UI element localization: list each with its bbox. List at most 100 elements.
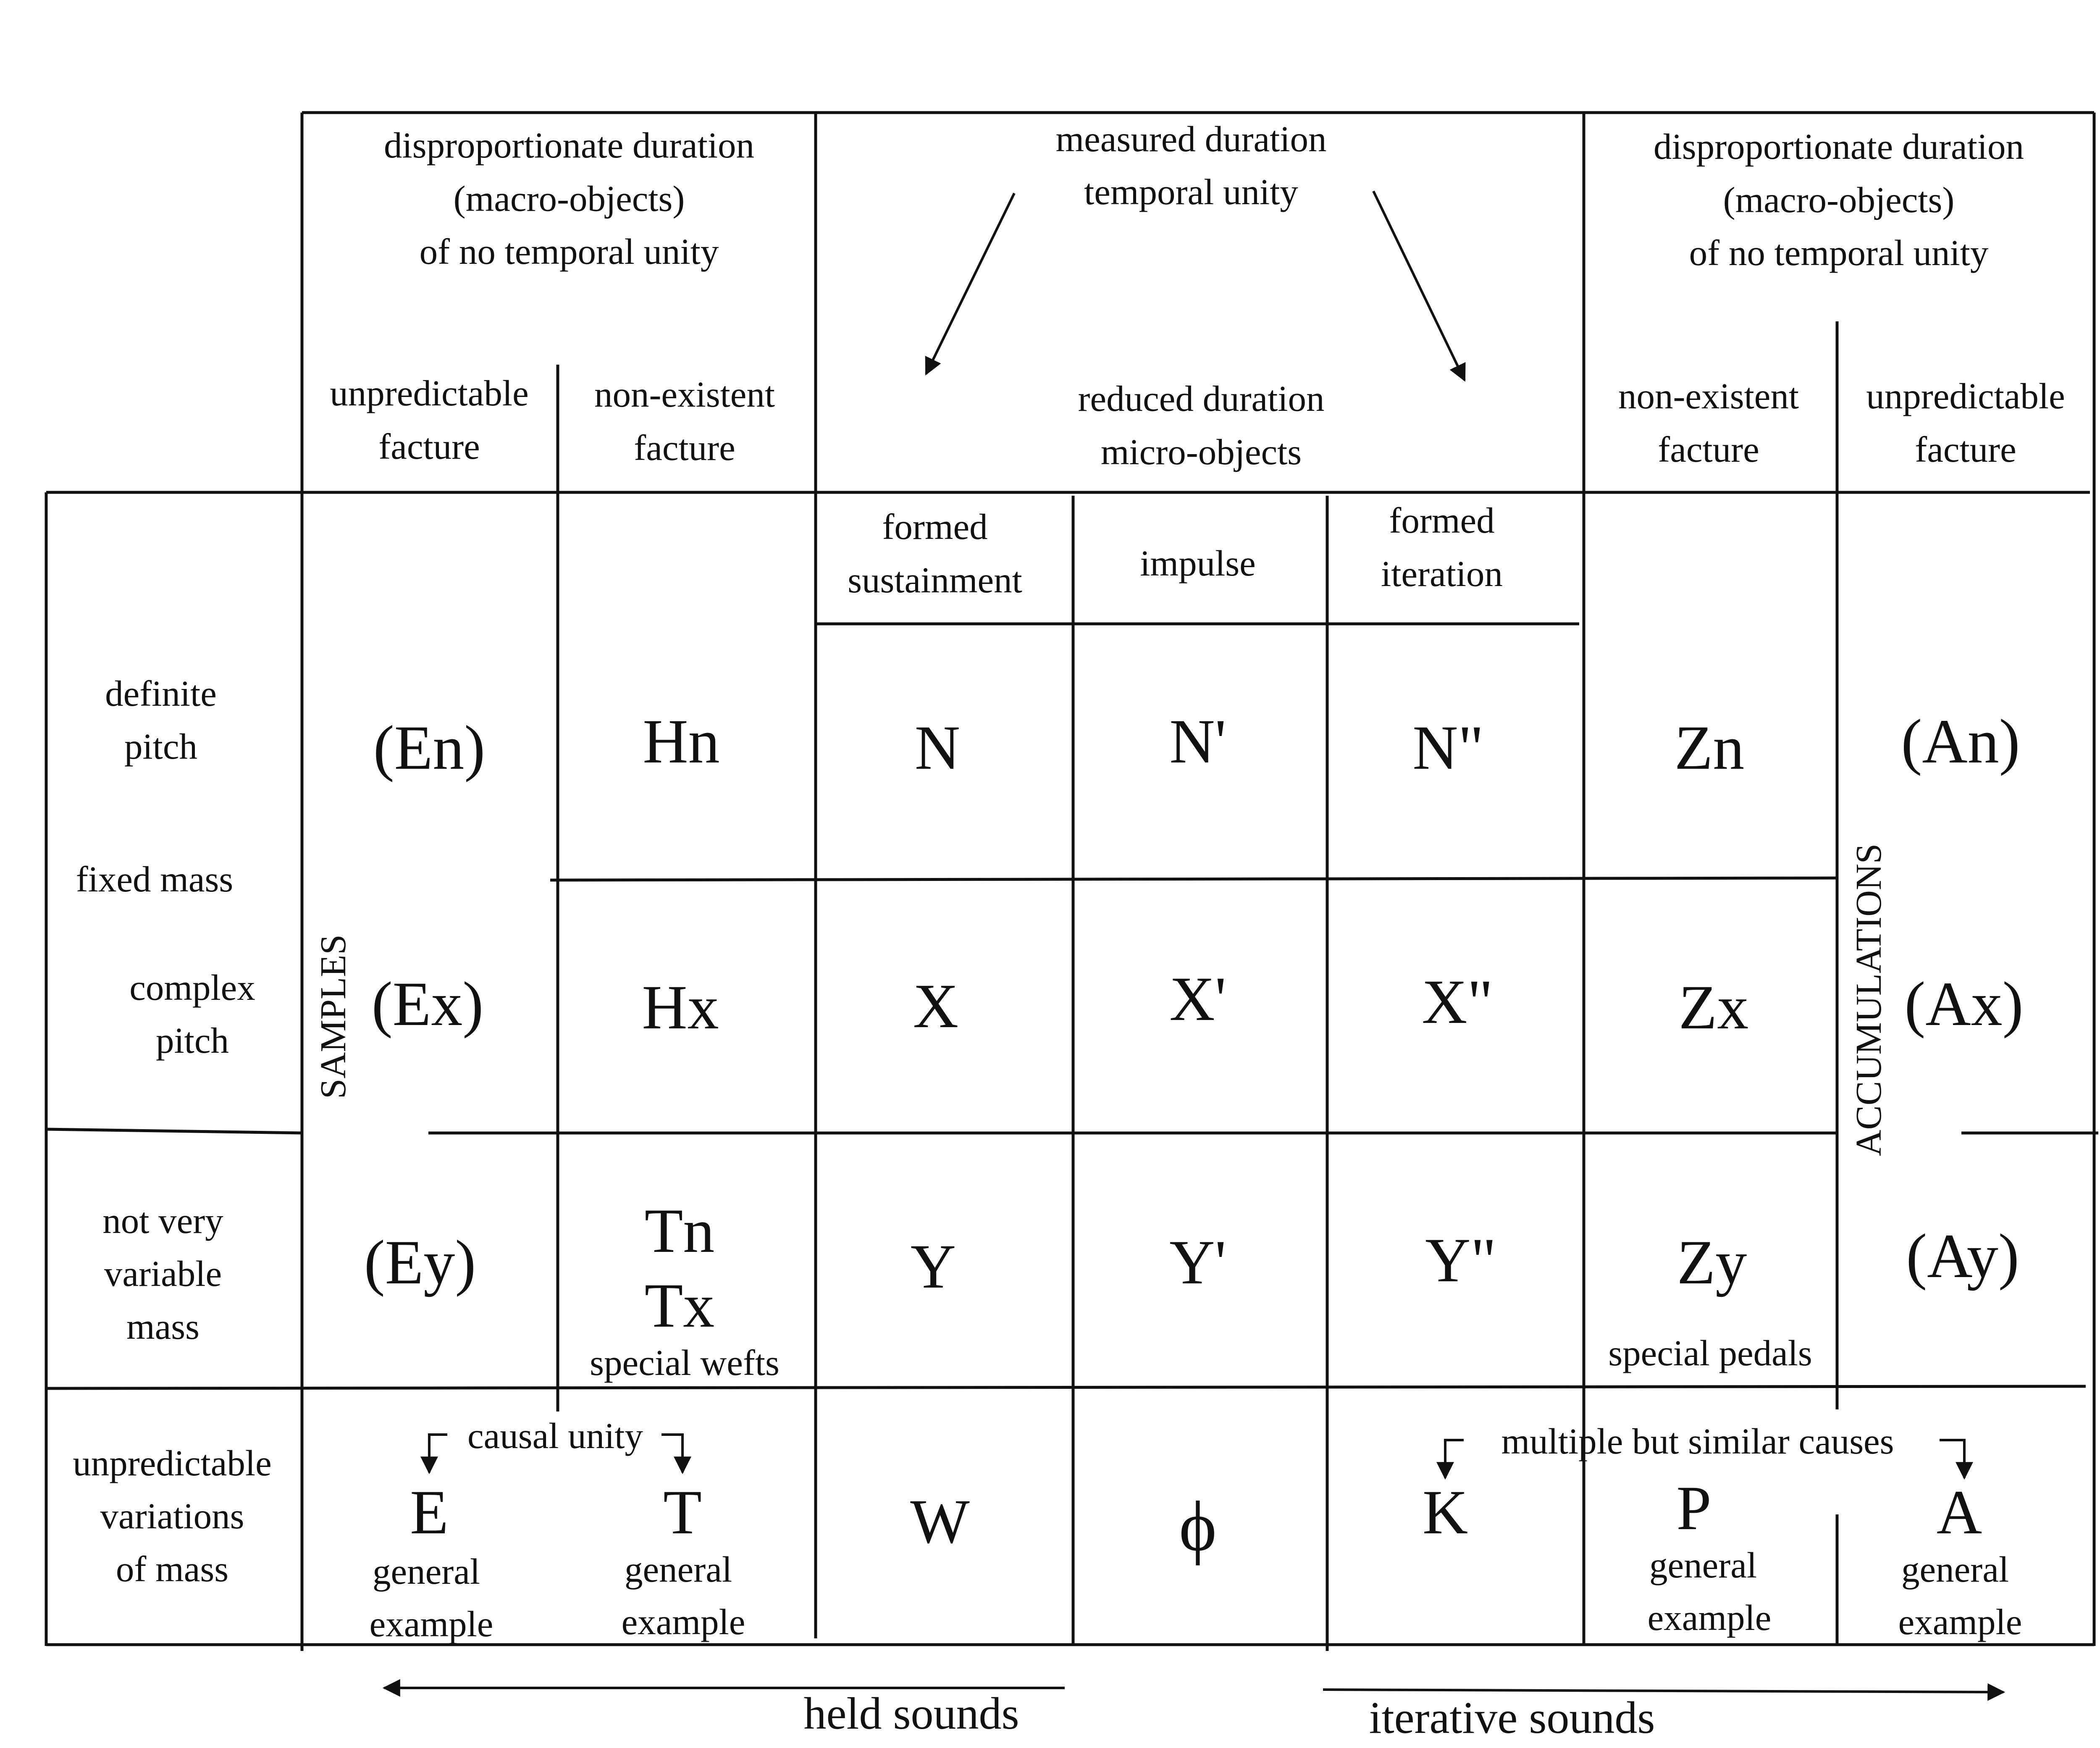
row-variable-cells: (Ey) Tn Tx Y Y' Y" Zy (Ay) [364,1196,2019,1341]
cell-X-double-prime: X" [1422,967,1493,1037]
special-pedals-label: special pedals [1608,1333,1812,1373]
svg-text:unpredictable: unpredictable [330,373,528,413]
cell-Hx: Hx [642,973,719,1042]
cell-Ay: (Ay) [1906,1221,2019,1291]
cell-A: A [1937,1477,1982,1547]
row-label-fixed-mass: fixed mass [76,859,234,899]
cell-Zn: Zn [1675,713,1745,783]
svg-text:(macro-objects): (macro-objects) [1723,179,1955,220]
svg-text:unpredictable: unpredictable [73,1443,271,1483]
special-wefts-label: special wefts [590,1342,780,1383]
accumulations-label: ACCUMULATIONS [1848,844,1889,1156]
cell-Tn: Tn [645,1196,715,1266]
causal-unity-bracket [420,1433,691,1475]
svg-text:non-existent: non-existent [1618,376,1799,416]
general-example-labels: general example general example general … [370,1545,2022,1644]
cell-Y-prime: Y' [1169,1228,1226,1297]
svg-text:formed: formed [882,506,987,547]
svg-text:facture: facture [634,427,735,468]
cell-phi: ϕ [1179,1487,1216,1566]
bottom-row-cells: E T W K P A [410,1473,1982,1556]
svg-text:of mass: of mass [116,1548,228,1589]
multiple-causes-bracket [1436,1439,1973,1480]
svg-text:non-existent: non-existent [594,374,775,415]
svg-text:sustainment: sustainment [848,560,1022,600]
svg-text:pitch: pitch [124,726,197,767]
svg-text:reduced duration: reduced duration [1078,378,1325,419]
svg-text:of no temporal unity: of no temporal unity [1689,232,1989,273]
svg-text:variable: variable [104,1253,222,1294]
temporal-unity-arrows [925,190,1466,382]
cell-N: N [915,713,960,783]
cell-Y-double-prime: Y" [1425,1225,1496,1295]
svg-text:disproportionate duration: disproportionate duration [1654,126,2024,167]
cell-T: T [663,1477,702,1547]
svg-text:temporal unity: temporal unity [1084,171,1298,212]
header-right-top: disproportionate duration (macro-objects… [1654,126,2024,273]
cell-X-prime: X' [1169,964,1226,1034]
header-center-top: measured duration temporal unity [1055,118,1326,212]
svg-text:pitch: pitch [156,1020,229,1061]
svg-text:iteration: iteration [1381,553,1503,594]
iterative-sounds-label: iterative sounds [1369,1693,1655,1743]
cell-An: (An) [1901,707,2020,776]
svg-text:not very: not very [102,1200,223,1241]
footer-arrows [382,1679,2006,1701]
header-sub-unpredictable-left: unpredictable facture [330,373,528,467]
row-definite-cells: (En) Hn N N' N" Zn (An) [373,707,2020,783]
cell-P: P [1676,1473,1711,1543]
svg-text:example: example [622,1601,746,1642]
col-formed-sustainment: formed sustainment [848,506,1022,600]
row-label-complex-pitch: complex pitch [129,967,255,1061]
cell-W: W [910,1487,970,1556]
causal-unity-label: causal unity [467,1415,643,1456]
header-left-top: disproportionate duration (macro-objects… [384,125,754,272]
row-label-definite-pitch: definite pitch [105,673,217,767]
svg-text:formed: formed [1389,500,1494,541]
cell-Zy: Zy [1677,1228,1747,1297]
svg-text:definite: definite [105,673,217,714]
cell-K: K [1423,1477,1468,1547]
samples-label: SAMPLES [312,934,353,1099]
col-formed-iteration: formed iteration [1381,500,1503,594]
row-label-not-very-variable-mass: not very variable mass [102,1200,223,1347]
svg-text:variations: variations [100,1496,244,1536]
svg-text:general: general [373,1551,480,1592]
svg-text:of no temporal unity: of no temporal unity [420,231,719,272]
cell-Zx: Zx [1679,973,1749,1042]
svg-text:general: general [1649,1545,1757,1585]
svg-text:mass: mass [126,1306,200,1347]
header-sub-nonexistent-left: non-existent facture [594,374,775,468]
cell-N-prime: N' [1169,707,1226,776]
svg-text:micro-objects: micro-objects [1101,431,1302,472]
held-sounds-label: held sounds [804,1689,1019,1739]
col-impulse: impulse [1140,543,1256,584]
svg-text:general: general [625,1549,732,1590]
svg-text:fixed mass: fixed mass [76,859,234,899]
cell-Tx: Tx [645,1271,715,1341]
svg-text:example: example [370,1603,494,1644]
cell-X: X [913,971,958,1041]
svg-text:measured duration: measured duration [1055,118,1326,159]
cell-En: (En) [373,713,486,783]
svg-text:complex: complex [129,967,255,1008]
svg-text:(macro-objects): (macro-objects) [454,178,685,219]
svg-text:facture: facture [378,426,480,467]
header-sub-unpredictable-right: unpredictable facture [1866,376,2065,470]
cell-Ax: (Ax) [1904,969,2023,1039]
multiple-causes-label: multiple but similar causes [1501,1421,1894,1461]
row-label-unpredictable-variations: unpredictable variations of mass [73,1443,271,1589]
header-sub-reduced-duration: reduced duration micro-objects [1078,378,1325,472]
svg-text:impulse: impulse [1140,543,1256,584]
svg-text:disproportionate duration: disproportionate duration [384,125,754,166]
cell-Hn: Hn [643,707,719,776]
svg-text:unpredictable: unpredictable [1866,376,2065,416]
svg-text:facture: facture [1915,429,2016,470]
row-complex-cells: (Ex) Hx X X' X" Zx (Ax) [372,964,2024,1042]
svg-text:facture: facture [1658,429,1759,470]
cell-Ex: (Ex) [372,969,484,1039]
cell-E: E [410,1477,449,1547]
cell-N-double-prime: N" [1412,713,1484,783]
svg-text:example: example [1898,1601,2022,1642]
